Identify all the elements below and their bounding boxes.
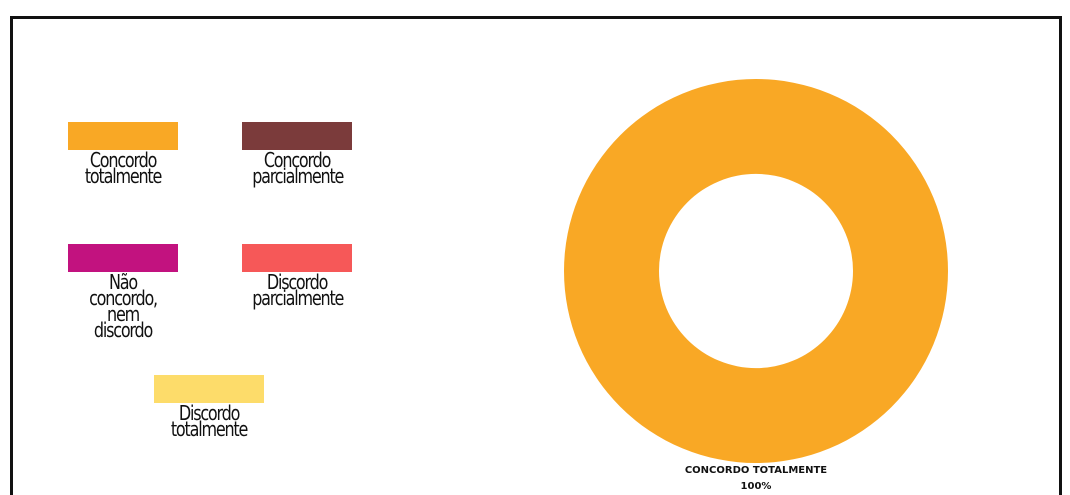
legend-swatch [242,244,352,272]
legend-swatch [242,122,352,150]
legend-label: Não concordo, nem discordo [89,270,158,342]
legend-label: Concordo totalmente [84,148,162,188]
legend-item-concordo-totalmente: Concordo totalmente [67,122,179,188]
legend-swatch [68,122,178,150]
donut-slice-concordo-totalmente [564,79,948,463]
slice-label-percent: 100% [741,481,772,492]
legend-item-discordo-totalmente: Discordo totalmente [153,375,265,441]
chart-frame [10,16,1062,495]
slice-label-name: CONCORDO TOTALMENTE [685,465,827,476]
legend-item-nao-concordo-nem-discordo: Não concordo, nem discordo [67,244,179,342]
legend-item-discordo-parcialmente: Discordo parcialmente [241,244,353,310]
legend-label: Concordo parcialmente [252,148,344,188]
legend-item-concordo-parcialmente: Concordo parcialmente [241,122,353,188]
legend-label: Discordo parcialmente [252,270,344,310]
legend-swatch [68,244,178,272]
legend-swatch [154,375,264,403]
legend-label: Discordo totalmente [170,401,248,441]
donut-slices [564,79,948,463]
